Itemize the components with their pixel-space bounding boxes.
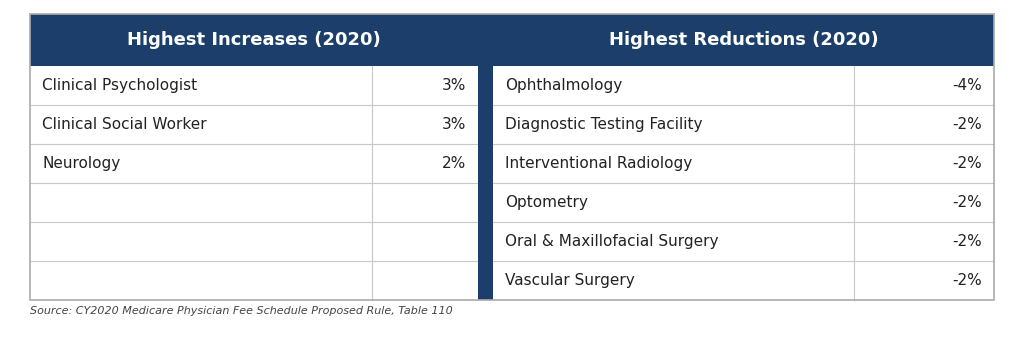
Text: Vascular Surgery: Vascular Surgery [505, 273, 635, 288]
Text: -2%: -2% [952, 273, 982, 288]
Text: 3%: 3% [442, 117, 466, 132]
Bar [30, 14, 994, 300]
Text: Neurology: Neurology [42, 156, 120, 171]
Text: 2%: 2% [442, 156, 466, 171]
Text: -2%: -2% [952, 234, 982, 249]
Text: Oral & Maxillofacial Surgery: Oral & Maxillofacial Surgery [505, 234, 718, 249]
Text: Diagnostic Testing Facility: Diagnostic Testing Facility [505, 117, 702, 132]
Text: Interventional Radiology: Interventional Radiology [505, 156, 692, 171]
Bar [30, 14, 478, 66]
Bar [478, 14, 493, 300]
Bar [493, 14, 994, 66]
Text: Highest Increases (2020): Highest Increases (2020) [127, 31, 381, 49]
Text: -4%: -4% [952, 78, 982, 93]
Text: Ophthalmology: Ophthalmology [505, 78, 622, 93]
Text: Optometry: Optometry [505, 195, 588, 210]
Text: -2%: -2% [952, 195, 982, 210]
Text: -2%: -2% [952, 117, 982, 132]
Text: Clinical Social Worker: Clinical Social Worker [42, 117, 207, 132]
Text: -2%: -2% [952, 156, 982, 171]
Text: 3%: 3% [442, 78, 466, 93]
Text: Clinical Psychologist: Clinical Psychologist [42, 78, 198, 93]
Text: Highest Reductions (2020): Highest Reductions (2020) [608, 31, 879, 49]
Text: Source: CY2020 Medicare Physician Fee Schedule Proposed Rule, Table 110: Source: CY2020 Medicare Physician Fee Sc… [30, 306, 453, 316]
